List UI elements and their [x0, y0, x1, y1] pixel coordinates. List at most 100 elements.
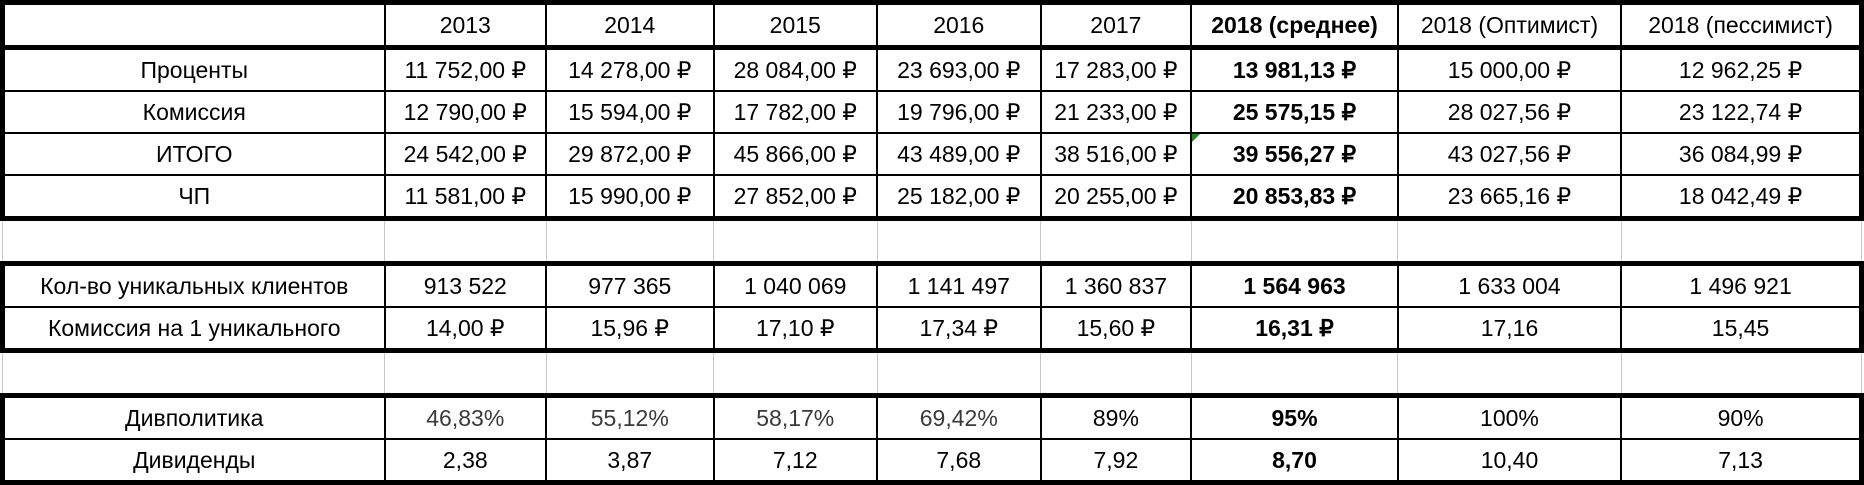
row-label[interactable]: Проценты [0, 45, 386, 92]
row-label[interactable]: Комиссия на 1 уникального [0, 306, 386, 353]
header-row: 2013 2014 2015 2016 2017 2018 (среднее) 2018 (… [0, 0, 1864, 49]
value-cell[interactable]: 1 141 497 [876, 261, 1042, 308]
value-cell[interactable]: 20 853,83 ₽ [1190, 174, 1399, 221]
value-cell[interactable]: 28 027,56 ₽ [1396, 90, 1623, 134]
value-cell[interactable]: 14,00 ₽ [383, 306, 548, 353]
value-cell[interactable]: 28 084,00 ₽ [712, 45, 879, 92]
empty-cell[interactable] [1397, 350, 1622, 396]
value-cell[interactable]: 18 042,49 ₽ [1620, 174, 1864, 221]
empty-cell[interactable] [384, 350, 547, 396]
value-cell[interactable]: 14 278,00 ₽ [545, 45, 715, 92]
value-cell[interactable]: 17,34 ₽ [876, 306, 1042, 353]
value-cell[interactable]: 27 852,00 ₽ [712, 174, 879, 221]
value-cell[interactable]: 39 556,27 ₽ [1190, 132, 1399, 176]
value-cell[interactable]: 913 522 [383, 261, 548, 308]
value-cell[interactable]: 95% [1190, 393, 1399, 440]
value-cell[interactable]: 43 027,56 ₽ [1396, 132, 1623, 176]
empty-cell[interactable] [1397, 218, 1622, 264]
value-cell[interactable]: 15 000,00 ₽ [1396, 45, 1623, 92]
row-label[interactable]: ЧП [0, 174, 386, 221]
empty-cell[interactable] [545, 350, 715, 396]
value-cell[interactable]: 89% [1039, 393, 1193, 440]
value-cell[interactable]: 7,13 [1620, 438, 1864, 485]
header-cell[interactable]: 2017 [1039, 0, 1193, 49]
value-cell[interactable]: 7,92 [1039, 438, 1193, 485]
value-cell[interactable]: 20 255,00 ₽ [1039, 174, 1193, 221]
empty-cell[interactable] [1190, 350, 1399, 396]
value-cell[interactable]: 46,83% [383, 393, 548, 440]
value-cell[interactable]: 17,10 ₽ [712, 306, 879, 353]
empty-cell[interactable] [1620, 218, 1863, 264]
value-cell[interactable]: 12 790,00 ₽ [383, 90, 548, 134]
value-cell[interactable]: 90% [1620, 393, 1864, 440]
value-cell[interactable]: 24 542,00 ₽ [383, 132, 548, 176]
empty-cell[interactable] [876, 350, 1042, 396]
value-cell[interactable]: 16,31 ₽ [1190, 306, 1399, 353]
value-cell[interactable]: 45 866,00 ₽ [712, 132, 879, 176]
value-cell[interactable]: 15 990,00 ₽ [545, 174, 715, 221]
value-cell[interactable]: 15 594,00 ₽ [545, 90, 715, 134]
value-cell[interactable]: 38 516,00 ₽ [1039, 132, 1193, 176]
value-cell[interactable]: 23 665,16 ₽ [1396, 174, 1623, 221]
value-cell[interactable]: 11 752,00 ₽ [383, 45, 548, 92]
row-label[interactable]: ИТОГО [0, 132, 386, 176]
value-cell[interactable]: 23 693,00 ₽ [876, 45, 1042, 92]
empty-cell[interactable] [1190, 218, 1399, 264]
value-cell[interactable]: 25 182,00 ₽ [876, 174, 1042, 221]
value-cell[interactable]: 7,12 [712, 438, 879, 485]
empty-cell[interactable] [384, 218, 547, 264]
header-cell[interactable]: 2018 (Оптимист) [1396, 0, 1623, 49]
value-cell[interactable]: 12 962,25 ₽ [1620, 45, 1864, 92]
value-cell[interactable]: 7,68 [876, 438, 1042, 485]
value-cell[interactable]: 17 782,00 ₽ [712, 90, 879, 134]
value-cell[interactable]: 100% [1396, 393, 1623, 440]
value-cell[interactable]: 17 283,00 ₽ [1039, 45, 1193, 92]
value-cell[interactable]: 25 575,15 ₽ [1190, 90, 1399, 134]
corner-cell[interactable] [0, 0, 386, 49]
empty-cell[interactable] [1040, 350, 1192, 396]
empty-cell[interactable] [1040, 218, 1192, 264]
value-cell[interactable]: 1 496 921 [1620, 261, 1864, 308]
row-label[interactable]: Кол-во уникальных клиентов [0, 261, 386, 308]
value-cell[interactable]: 3,87 [545, 438, 715, 485]
value-cell[interactable]: 19 796,00 ₽ [876, 90, 1042, 134]
value-cell[interactable]: 15,96 ₽ [545, 306, 715, 353]
empty-cell[interactable] [713, 350, 878, 396]
value-cell[interactable]: 43 489,00 ₽ [876, 132, 1042, 176]
value-cell[interactable]: 23 122,74 ₽ [1620, 90, 1864, 134]
empty-cell[interactable] [713, 218, 878, 264]
value-cell[interactable]: 8,70 [1190, 438, 1399, 485]
header-cell[interactable]: 2016 [876, 0, 1042, 49]
value-cell[interactable]: 11 581,00 ₽ [383, 174, 548, 221]
empty-cell[interactable] [2, 218, 385, 264]
empty-cell[interactable] [1620, 350, 1863, 396]
empty-cell[interactable] [876, 218, 1042, 264]
value-cell[interactable]: 977 365 [545, 261, 715, 308]
value-cell[interactable]: 21 233,00 ₽ [1039, 90, 1193, 134]
header-cell[interactable]: 2015 [712, 0, 879, 49]
empty-cell[interactable] [2, 350, 385, 396]
value-cell[interactable]: 29 872,00 ₽ [545, 132, 715, 176]
value-cell[interactable]: 10,40 [1396, 438, 1623, 485]
value-cell[interactable]: 17,16 [1396, 306, 1623, 353]
value-cell[interactable]: 2,38 [383, 438, 548, 485]
value-cell[interactable]: 1 564 963 [1190, 261, 1399, 308]
value-cell[interactable]: 13 981,13 ₽ [1190, 45, 1399, 92]
row-label[interactable]: Дивполитика [0, 393, 386, 440]
empty-cell[interactable] [545, 218, 715, 264]
value-cell[interactable]: 15,45 [1620, 306, 1864, 353]
value-cell[interactable]: 1 633 004 [1396, 261, 1623, 308]
value-cell[interactable]: 58,17% [712, 393, 879, 440]
value-cell[interactable]: 1 360 837 [1039, 261, 1193, 308]
value-cell[interactable]: 36 084,99 ₽ [1620, 132, 1864, 176]
header-cell[interactable]: 2014 [545, 0, 715, 49]
value-cell[interactable]: 55,12% [545, 393, 715, 440]
header-cell[interactable]: 2018 (среднее) [1190, 0, 1399, 49]
value-cell[interactable]: 1 040 069 [712, 261, 879, 308]
row-label[interactable]: Комиссия [0, 90, 386, 134]
value-cell[interactable]: 69,42% [876, 393, 1042, 440]
header-cell[interactable]: 2018 (пессимист) [1620, 0, 1864, 49]
value-cell[interactable]: 15,60 ₽ [1039, 306, 1193, 353]
row-label[interactable]: Дивиденды [0, 438, 386, 485]
header-cell[interactable]: 2013 [383, 0, 548, 49]
